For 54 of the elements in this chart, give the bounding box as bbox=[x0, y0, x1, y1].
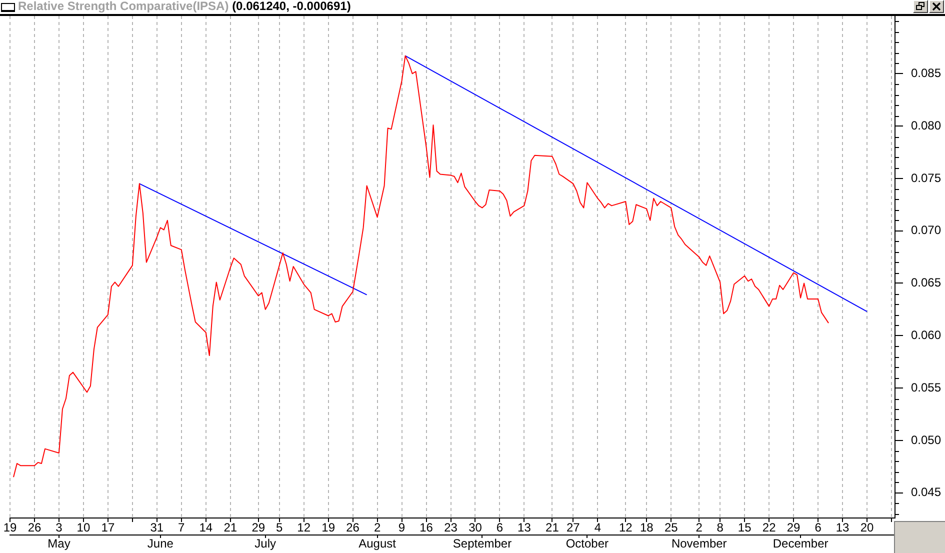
x-tick-label: 3 bbox=[56, 520, 63, 535]
x-tick-label: 2 bbox=[374, 520, 381, 535]
y-tick-label: 0.045 bbox=[911, 485, 942, 500]
chart-title: Relative Strength Comparative(IPSA) bbox=[18, 0, 229, 13]
x-tick-label: 6 bbox=[814, 520, 822, 535]
x2-tick-label: October bbox=[566, 536, 609, 551]
x-tick-label: 27 bbox=[566, 520, 580, 535]
x-tick-label: 26 bbox=[28, 520, 42, 535]
y-tick-label: 0.065 bbox=[911, 276, 942, 290]
x-tick-label: 19 bbox=[322, 520, 336, 535]
x-tick-label: 23 bbox=[444, 520, 458, 535]
x-tick-label: 7 bbox=[178, 520, 186, 535]
x-tick-label: 18 bbox=[640, 520, 654, 535]
x2-tick-label: June bbox=[147, 536, 174, 551]
x-tick-label: 12 bbox=[618, 520, 633, 535]
x-tick-label: 19 bbox=[3, 520, 17, 535]
x-tick-label: 5 bbox=[276, 520, 284, 535]
x-tick-label: 13 bbox=[518, 520, 532, 535]
x-tick-label: 17 bbox=[101, 520, 115, 535]
y-tick-label: 0.070 bbox=[911, 223, 942, 238]
x-tick-label: 22 bbox=[762, 520, 776, 535]
x-tick-label: 13 bbox=[836, 520, 850, 535]
x-tick-label: 26 bbox=[346, 520, 360, 535]
x-tick-label: 8 bbox=[716, 520, 724, 535]
x-tick-label: 25 bbox=[664, 520, 678, 535]
y-tick-label: 0.080 bbox=[911, 118, 942, 132]
x-tick-label: 29 bbox=[786, 520, 801, 535]
x-tick-label: 31 bbox=[150, 520, 164, 535]
x-tick-label: 30 bbox=[468, 520, 482, 535]
x-tick-label: 10 bbox=[76, 520, 90, 535]
x-tick-label: 20 bbox=[860, 520, 874, 535]
chart-subtitle: (0.061240, -0.000691) bbox=[232, 0, 351, 13]
x-tick-label: 2 bbox=[696, 520, 703, 535]
x-tick-label: 16 bbox=[420, 520, 434, 535]
y-tick-label: 0.055 bbox=[911, 380, 942, 394]
y-tick-label: 0.085 bbox=[911, 66, 942, 80]
x-tick-label: 21 bbox=[546, 520, 560, 535]
x-tick-label: 21 bbox=[224, 520, 238, 535]
x2-tick-label: December bbox=[772, 536, 828, 551]
x-tick-label: 12 bbox=[297, 520, 311, 535]
x2-tick-label: July bbox=[254, 536, 276, 551]
x2-tick-label: November bbox=[671, 536, 727, 551]
x2-tick-label: September bbox=[452, 536, 512, 551]
x-tick-label: 6 bbox=[496, 520, 504, 535]
x-tick-label: 15 bbox=[738, 520, 752, 535]
x-tick-label: 4 bbox=[594, 520, 602, 535]
x-tick-label: 29 bbox=[252, 520, 266, 535]
y-tick-label: 0.050 bbox=[911, 432, 942, 447]
x2-tick-label: August bbox=[358, 536, 397, 551]
y-tick-label: 0.060 bbox=[911, 328, 942, 342]
x2-tick-label: May bbox=[48, 536, 70, 551]
y-tick-label: 0.075 bbox=[911, 170, 942, 185]
x-tick-label: 9 bbox=[398, 520, 406, 535]
x-tick-label: 14 bbox=[199, 520, 213, 535]
